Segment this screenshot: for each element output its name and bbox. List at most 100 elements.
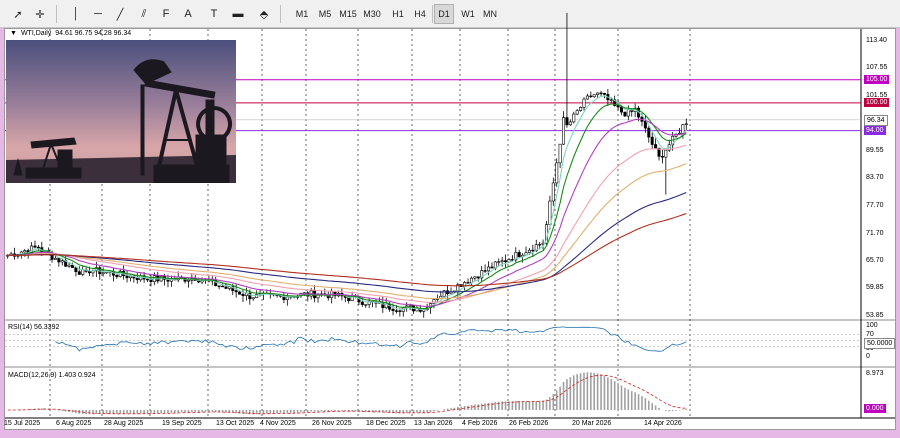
price-tick-label: 113.40 [866,37,887,44]
candle-body [480,270,484,279]
rsi-line [55,326,687,352]
rsi-tick-label: 70 [866,331,874,338]
candle-body [394,310,398,312]
chart-legend: ▼ WTI,Daily 94.61 96.75 94.28 96.34 [10,30,131,37]
candle-body [572,113,576,123]
candle-body [596,92,600,96]
date-tick-label: 13 Oct 2025 [216,420,255,427]
text-icon[interactable]: A [184,8,192,20]
macd-signal-line [7,374,687,415]
candle-body [186,280,190,282]
date-tick-label: 15 Jul 2025 [4,420,41,427]
candle-body [562,117,566,145]
candle-body [568,121,572,126]
candle-body [589,95,593,98]
timeframe-m30[interactable]: M30 [363,9,381,19]
candle-body [487,266,491,272]
candle-body [88,271,92,274]
text-label-icon[interactable]: T [210,8,218,20]
equidistant-channel-icon[interactable]: ⫽ [141,7,147,20]
candle-body [579,107,583,111]
rsi-value-tag: 50.0000 [864,338,896,349]
ma-150-line [7,212,687,287]
candle-body [626,109,630,117]
candle-body [224,286,228,289]
candle-body [602,93,606,95]
candle-body [285,296,289,300]
rsi-label: RSI(14) 56.3392 [8,324,60,331]
shapes-icon[interactable]: ⬘ [259,8,269,21]
price-level-tag: 94.00 [864,126,886,136]
horizontal-line-icon[interactable]: ─ [94,8,102,20]
timeframe-mn[interactable]: MN [483,9,497,19]
candle-body [500,260,504,263]
rsi-tick-label: 0 [866,353,870,360]
date-tick-label: 4 Nov 2025 [260,420,296,427]
price-tick-label: 107.55 [866,64,888,71]
candle-body [432,299,436,304]
date-tick-label: 6 Aug 2025 [56,420,92,427]
crosshair-icon[interactable]: ✛ [35,8,45,21]
candle-body [234,290,238,293]
candle-body [654,144,658,149]
candle-body [248,292,252,300]
date-tick-label: 4 Feb 2026 [462,420,498,427]
candle-body [241,294,245,297]
candle-body [643,121,647,129]
candle-body [360,301,364,305]
candle-body [364,304,368,306]
candle-body [67,264,71,267]
timeframe-w1[interactable]: W1 [461,9,475,19]
trendline-icon[interactable]: ╱ [116,8,124,21]
vertical-line-icon[interactable]: │ [72,8,80,20]
timeframe-d1[interactable]: D1 [434,4,454,24]
candle-body [282,295,286,300]
timeframe-h1[interactable]: H1 [392,9,404,19]
candle-body [238,291,242,295]
ma-10-line [7,103,687,310]
ma-40-line [7,144,687,303]
toolbar-separator [280,5,281,23]
toolbar: ➚ ✛ │ ─ ╱ ⫽ F A T ▬ ⬘ M1 M5 M15 M30 H1 H4 D1 W1 MN [0,0,900,28]
rectangle-icon[interactable]: ▬ [232,8,244,20]
rsi-tick-label: 100 [866,322,878,329]
candle-body [609,99,613,101]
candle-body [74,267,78,273]
cursor-icon[interactable]: ➚ [13,8,23,21]
candle-body [101,272,105,275]
candle-body [650,136,654,145]
ma-100-line [7,191,687,293]
candle-body [497,261,501,263]
candle-body [221,285,225,288]
candle-body [514,252,518,261]
timeframe-m1[interactable]: M1 [295,9,309,19]
candle-body [585,95,589,100]
fibonacci-icon[interactable]: F [162,8,170,20]
date-tick-label: 26 Nov 2025 [312,420,352,427]
price-tick-label: 53.85 [866,312,884,319]
candle-body [664,149,668,158]
candle-body [398,310,402,312]
timeframe-m15[interactable]: M15 [339,9,357,19]
candle-body [217,285,221,287]
macd-label: MACD(12,26,9) 1.403 0.924 [8,372,96,379]
candle-body [442,290,446,297]
timeframe-m5[interactable]: M5 [318,9,332,19]
macd-value-tag: 0.000 [864,404,886,413]
price-tick-label: 65.70 [866,257,884,265]
candle-body [483,270,487,272]
price-level-tag: 100.00 [864,98,890,108]
candle-body [473,276,477,279]
date-tick-label: 14 Apr 2026 [644,420,682,427]
candle-body [647,127,651,138]
candle-body [251,297,255,300]
candle-body [81,269,85,275]
candle-body [592,94,596,98]
candle-body [135,277,139,281]
candle-body [517,252,521,257]
price-tick-label: 77.70 [866,201,884,209]
price-tick-label: 59.85 [866,284,884,292]
candle-body [684,123,688,125]
timeframe-h4[interactable]: H4 [414,9,426,19]
candle-body [531,249,535,252]
